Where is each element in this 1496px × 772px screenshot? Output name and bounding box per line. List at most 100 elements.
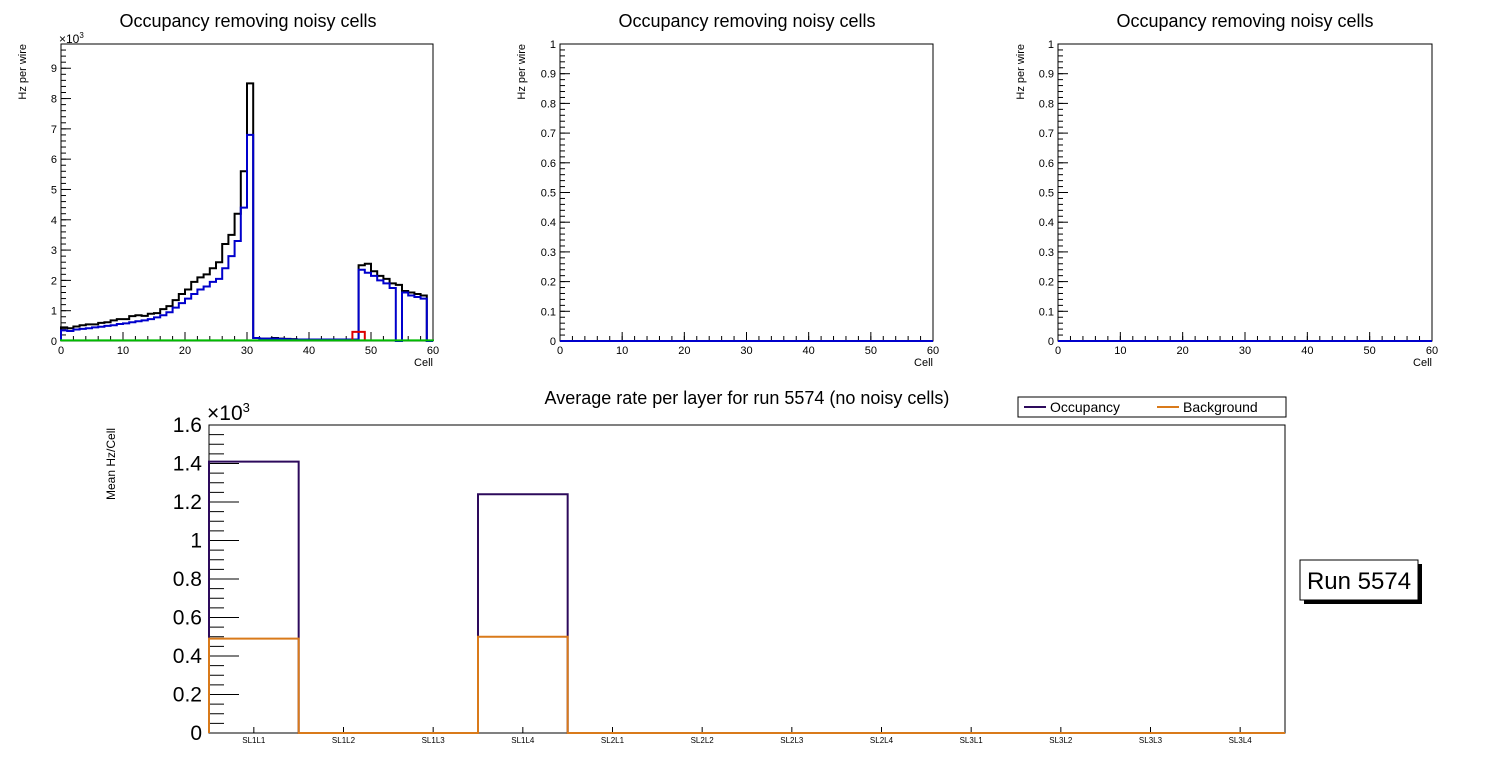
layer-rate-panel: Average rate per layer for run 5574 (no … (104, 388, 1422, 745)
x-tick-label: 40 (1301, 345, 1313, 357)
x-tick-label: 30 (241, 345, 253, 357)
y-axis-label: Hz per wire (17, 44, 29, 100)
hist-panel-1: Occupancy removing noisy cells 0 1 2 3 4 5 6 7 8 9… (17, 11, 439, 369)
y-tick-label: 0 (51, 336, 57, 348)
x-tick-label: SL2L2 (691, 736, 715, 745)
y-exponent-label: ×103 (59, 31, 84, 46)
y-tick-label: 0.4 (173, 645, 203, 668)
y-tick-label: 4 (51, 215, 57, 227)
y-tick-label: 1 (1048, 39, 1054, 51)
x-tick-label: 20 (678, 345, 690, 357)
x-tick-label: SL3L3 (1139, 736, 1163, 745)
x-tick-label: SL1L2 (332, 736, 356, 745)
chart-title: Average rate per layer for run 5574 (no … (545, 388, 950, 408)
series-line-total (60, 82, 433, 342)
y-tick-label: 0.6 (1039, 158, 1054, 170)
plot-frame (208, 424, 1286, 734)
y-tick-label: 1 (51, 306, 57, 318)
x-tick-label: 50 (365, 345, 377, 357)
x-tick-label: SL3L4 (1229, 736, 1253, 745)
y-axis-label: Hz per wire (516, 44, 528, 100)
y-tick-label: 9 (51, 63, 57, 75)
x-tick-label: SL2L4 (870, 736, 894, 745)
chart-title: Occupancy removing noisy cells (1116, 11, 1373, 31)
legend-label: Background (1183, 399, 1258, 415)
y-tick-label: 0.1 (1039, 306, 1054, 318)
x-tick-label: 0 (58, 345, 64, 357)
x-tick-label: 50 (865, 345, 877, 357)
x-tick-label: 30 (740, 345, 752, 357)
x-tick-label: SL2L3 (780, 736, 804, 745)
x-tick-label: 20 (1177, 345, 1189, 357)
x-tick-label: 10 (117, 345, 129, 357)
y-tick-label: 5 (51, 184, 57, 196)
x-tick-label: SL2L1 (601, 736, 625, 745)
series-line-background (208, 635, 1285, 734)
x-tick-label: 40 (303, 345, 315, 357)
x-tick-label: 0 (557, 345, 563, 357)
y-tick-label: 0.1 (541, 306, 556, 318)
series-line-occupancy (208, 460, 1285, 734)
y-tick-label: 0.2 (173, 684, 202, 707)
y-tick-label: 0.4 (1039, 217, 1054, 229)
run-annotation: Run 5574 (1307, 568, 1411, 595)
y-tick-label: 6 (51, 154, 57, 166)
y-tick-label: 0 (190, 722, 202, 745)
x-tick-label: SL3L2 (1049, 736, 1073, 745)
x-axis-label: Cell (1413, 357, 1432, 369)
x-tick-label: 60 (1426, 345, 1438, 357)
y-exponent-power: 3 (243, 400, 250, 415)
y-tick-label: 0.8 (1039, 98, 1054, 110)
y-tick-label: 0.9 (1039, 69, 1054, 81)
plot-frame (559, 43, 934, 342)
x-tick-label: SL1L1 (242, 736, 266, 745)
y-axis-label: Hz per wire (1015, 44, 1027, 100)
y-tick-label: 8 (51, 94, 57, 106)
y-tick-label: 0 (1048, 336, 1054, 348)
series-line-green (60, 339, 434, 342)
y-tick-label: 0.6 (541, 158, 556, 170)
y-tick-label: 0.2 (1039, 277, 1054, 289)
x-tick-label: 30 (1239, 345, 1251, 357)
x-tick-label: 40 (803, 345, 815, 357)
series-line-red (351, 330, 366, 341)
y-tick-label: 0.3 (541, 247, 556, 259)
hist-panel-3: Occupancy removing noisy cells 0 0.1 0.2 0.3… (1015, 11, 1438, 369)
legend-box (1017, 396, 1287, 418)
x-tick-label: 10 (1114, 345, 1126, 357)
x-tick-label: 50 (1364, 345, 1376, 357)
chart-title: Occupancy removing noisy cells (119, 11, 376, 31)
x-axis-label: Cell (914, 357, 933, 369)
y-exponent-power: 3 (79, 31, 84, 40)
y-tick-label: 0.7 (1039, 128, 1054, 140)
y-tick-label: 0.2 (541, 277, 556, 289)
series-line-noise-removed (60, 133, 433, 342)
y-tick-label: 7 (51, 124, 57, 136)
y-axis-label: Mean Hz/Cell (104, 428, 118, 500)
y-tick-label: 1.4 (173, 453, 203, 476)
y-tick-label: 0.5 (1039, 188, 1054, 200)
x-tick-label: 60 (427, 345, 439, 357)
chart-title: Occupancy removing noisy cells (618, 11, 875, 31)
x-tick-label: 10 (616, 345, 628, 357)
y-tick-label: 1.6 (173, 414, 202, 437)
annotation-box (1299, 559, 1419, 601)
y-tick-label: 0 (550, 336, 556, 348)
x-tick-label: 20 (179, 345, 191, 357)
hist-panel-2: Occupancy removing noisy cells 0 0.1 0.2 0.3… (516, 11, 939, 369)
y-tick-label: 0.5 (541, 188, 556, 200)
y-tick-label: 1.2 (173, 491, 202, 514)
y-tick-label: 0.8 (541, 98, 556, 110)
x-tick-label: 0 (1055, 345, 1061, 357)
y-tick-label: 0.3 (1039, 247, 1054, 259)
x-tick-label: SL1L4 (511, 736, 535, 745)
y-tick-label: 0.6 (173, 607, 202, 630)
x-axis-label: Cell (414, 357, 433, 369)
legend-label: Occupancy (1050, 399, 1120, 415)
y-tick-label: 3 (51, 245, 57, 257)
y-tick-label: 0.8 (173, 568, 202, 591)
plot-frame (1057, 43, 1433, 342)
y-tick-label: 1 (550, 39, 556, 51)
x-tick-label: 60 (927, 345, 939, 357)
x-tick-label: SL1L3 (422, 736, 446, 745)
